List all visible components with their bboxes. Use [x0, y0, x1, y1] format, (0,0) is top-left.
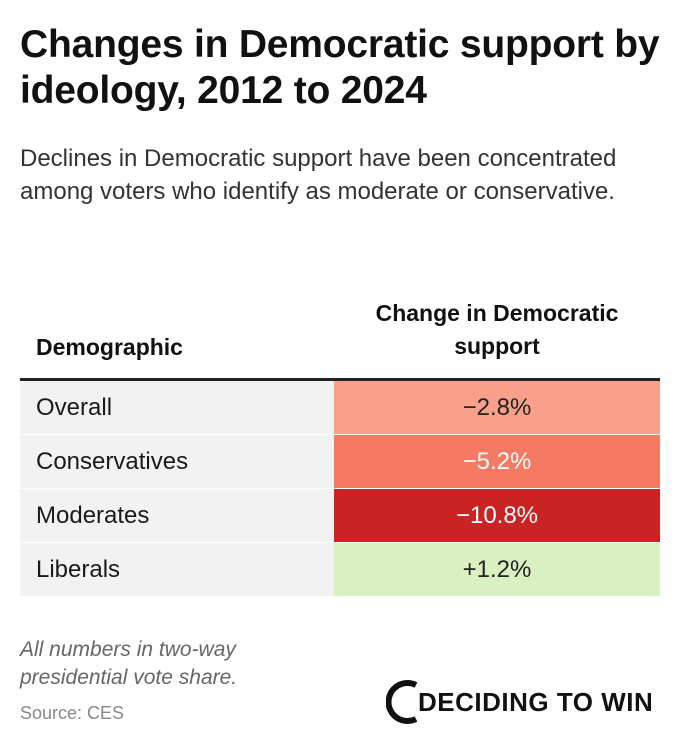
logo-text: DECIDING TO WIN — [418, 687, 654, 717]
change-value-cell: −5.2% — [334, 435, 660, 488]
column-header-demographic: Demographic — [36, 334, 183, 360]
source-note: Source: CES — [20, 703, 125, 723]
brand-logo: DECIDING TO WIN — [386, 678, 666, 728]
data-table: Demographic Change in Democratic support… — [20, 298, 660, 597]
table-body: Overall −2.8% Conservatives −5.2% Moderates −… — [20, 381, 660, 597]
row-label: Conservatives — [36, 448, 189, 475]
table-row: Conservatives −5.2% — [20, 435, 660, 489]
footnote: All numbers in two-way presidential vote… — [20, 638, 238, 689]
table-row: Overall −2.8% — [20, 381, 660, 435]
change-value-cell: −10.8% — [334, 489, 660, 542]
row-label: Moderates — [36, 502, 150, 529]
chart-subtitle: Declines in Democratic support have been… — [20, 145, 617, 205]
change-value-cell: +1.2% — [334, 543, 660, 596]
table-header: Demographic Change in Democratic support — [20, 298, 660, 381]
chart-title: Changes in Democratic support by ideolog… — [20, 23, 660, 112]
column-header-change: Change in Democratic support — [375, 300, 619, 359]
table-row: Moderates −10.8% — [20, 489, 660, 543]
row-label: Overall — [36, 394, 113, 421]
table-row: Liberals +1.2% — [20, 543, 660, 597]
row-label: Liberals — [36, 556, 121, 583]
deciding-to-win-logo-icon — [386, 680, 418, 724]
change-value-cell: −2.8% — [334, 381, 660, 434]
